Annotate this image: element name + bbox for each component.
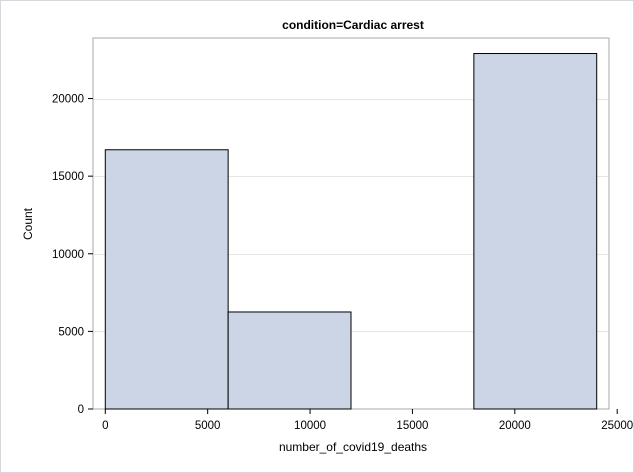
y-tick-label: 0 <box>78 404 84 416</box>
x-axis: 0 5000 10000 15000 20000 25000 <box>102 409 633 432</box>
y-tick-label: 10000 <box>52 249 84 261</box>
histogram-bar <box>473 53 598 410</box>
y-axis: 0 5000 10000 15000 20000 <box>52 94 93 416</box>
y-tick-label: 5000 <box>58 326 84 338</box>
x-tick-label: 10000 <box>294 420 326 432</box>
y-tick-label: 15000 <box>52 171 84 183</box>
x-tick-label: 25000 <box>601 420 633 432</box>
histogram-bar <box>227 311 352 410</box>
x-tick-label: 15000 <box>396 420 428 432</box>
x-tick-label: 0 <box>102 420 108 432</box>
x-axis-label: number_of_covid19_deaths <box>279 440 427 454</box>
histogram-bar <box>104 149 229 410</box>
x-tick-label: 20000 <box>499 420 531 432</box>
bars <box>104 53 598 410</box>
x-tick-label: 5000 <box>195 420 221 432</box>
y-axis-label: Count <box>21 207 35 240</box>
chart-title: condition=Cardiac arrest <box>282 18 424 32</box>
y-tick-label: 20000 <box>52 94 84 106</box>
